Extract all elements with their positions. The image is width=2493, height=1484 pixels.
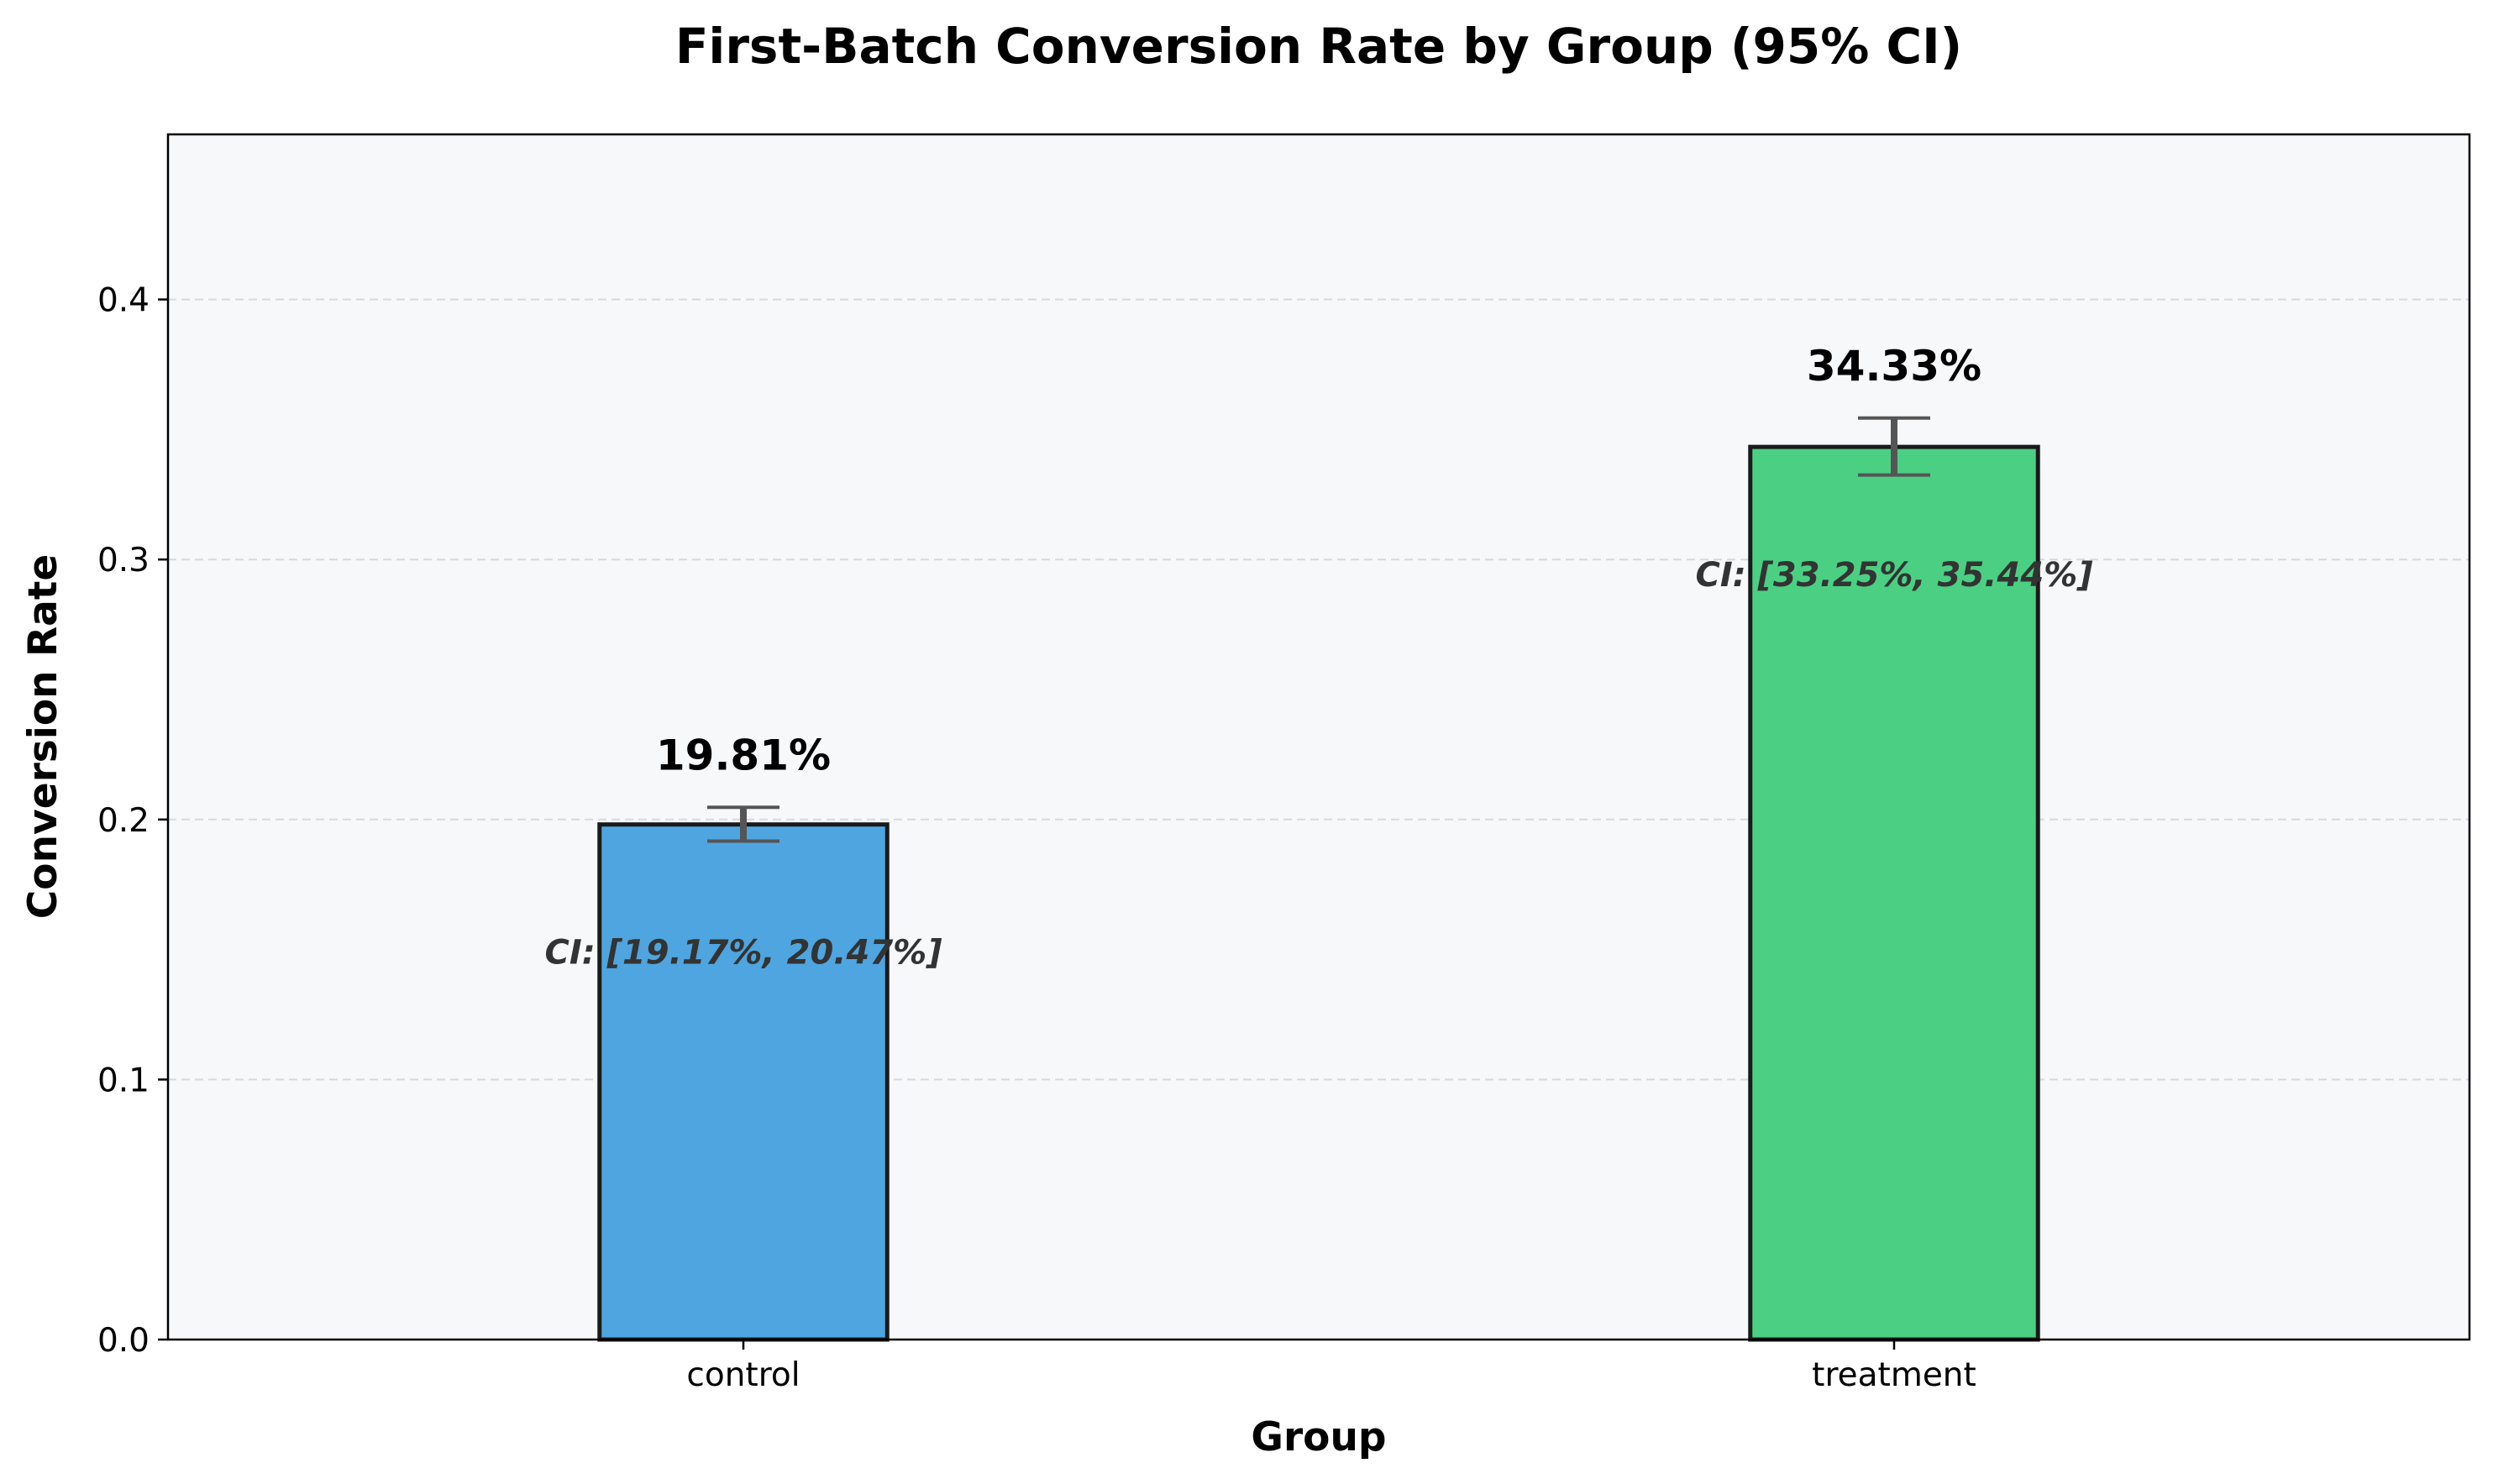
ci-label-control: CI: [19.17%, 20.47%]	[544, 933, 942, 972]
y-tick-label: 0.3	[97, 542, 150, 579]
ci-label-treatment: CI: [33.25%, 35.44%]	[1695, 556, 2092, 595]
y-tick-label: 0.4	[97, 282, 150, 320]
y-tick-label: 0.2	[97, 802, 150, 840]
x-tick-label-control: control	[686, 1356, 800, 1394]
y-tick-label: 0.0	[97, 1322, 150, 1360]
x-axis: control treatment	[686, 1340, 1976, 1394]
y-axis-label: Conversion Rate	[20, 554, 66, 919]
y-axis: 0.0 0.1 0.2 0.3 0.4	[97, 282, 168, 1360]
error-bars	[707, 416, 1930, 843]
value-label-treatment: 34.33%	[1807, 342, 1981, 391]
y-tick-label: 0.1	[97, 1062, 150, 1099]
plot-frame	[166, 133, 2471, 1341]
x-tick-label-treatment: treatment	[1812, 1356, 1976, 1394]
x-axis-label: Group	[1251, 1414, 1386, 1460]
chart-title: First-Batch Conversion Rate by Group (95…	[675, 18, 1962, 75]
value-label-control: 19.81%	[656, 731, 831, 779]
bar-control	[597, 822, 890, 1342]
y-gridlines	[168, 298, 2469, 1081]
data-labels: 19.81% CI: [19.17%, 20.47%] 34.33% CI: [33.…	[544, 342, 2092, 972]
plot-area	[168, 134, 2469, 1340]
